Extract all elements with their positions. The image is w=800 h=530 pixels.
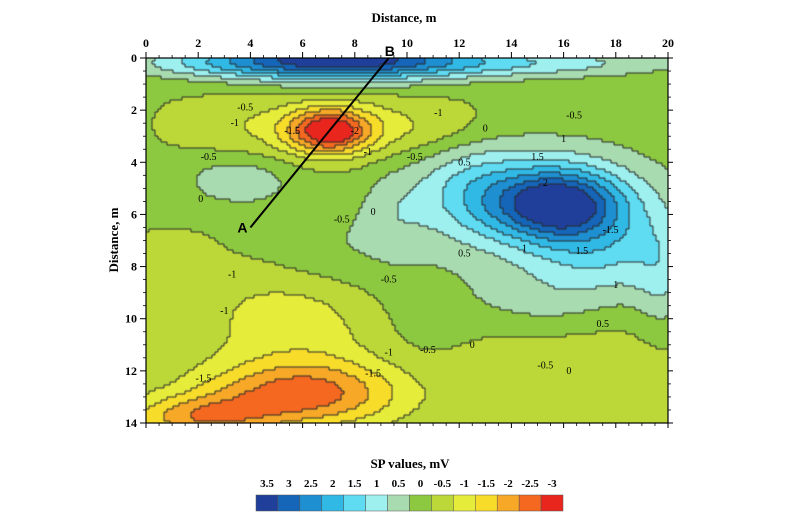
y-tick-label: 0 — [131, 51, 137, 65]
x-tick-label: 0 — [143, 36, 149, 50]
colorbar-swatch — [496, 494, 520, 512]
contour-label: 1.5 — [576, 246, 589, 257]
contour-label: 2 — [543, 178, 548, 189]
contour-label: 0 — [371, 207, 376, 218]
contour-label: 1.5 — [531, 152, 544, 163]
x-tick-label: 8 — [352, 36, 358, 50]
contour-labels: -0.5 -1 -1 -0.5 0 1 1.5 2 -0.5 -0.5 0.5 -1 -1.5 -2 0 -0… — [195, 103, 618, 385]
y-tick-label: 2 — [131, 103, 137, 117]
y-tick-label: 4 — [131, 155, 137, 169]
colorbar-label: -2.5 — [521, 478, 539, 490]
colorbar-label: 0.5 — [392, 478, 406, 490]
contour-label: -1 — [364, 147, 372, 158]
contour-label: -1.5 — [365, 368, 381, 379]
colorbar-swatch — [518, 494, 542, 512]
colorbar-swatch — [475, 494, 498, 512]
contour-label: 0 — [566, 366, 571, 377]
y-tick-label: 6 — [131, 207, 137, 221]
colorbar-label: -3 — [547, 478, 557, 490]
contour-label: -0.5 — [420, 345, 436, 356]
colorbar-swatch — [299, 494, 323, 512]
x-tick-label: 4 — [247, 36, 253, 50]
profile-start-label: A — [237, 219, 247, 235]
contour-label: -1 — [220, 306, 228, 317]
x-tick-label: 2 — [195, 36, 201, 50]
x-axis-title: Distance, m — [372, 10, 437, 25]
colorbar-swatches — [255, 494, 564, 512]
contour-label: -1 — [231, 118, 239, 129]
colorbar-label: -1 — [460, 478, 469, 490]
contour-label: -1 — [434, 108, 442, 119]
colorbar-label: 2 — [330, 478, 336, 490]
contour-label: -0.5 — [237, 103, 253, 114]
colorbar-swatch — [453, 494, 476, 512]
x-tick-label: 20 — [662, 36, 674, 50]
colorbar-label: 0 — [418, 478, 424, 490]
contour-label: -1 — [385, 348, 393, 359]
contour-label: 0.5 — [458, 157, 471, 168]
colorbar-swatch — [321, 494, 344, 512]
contour-label: 0 — [470, 340, 475, 351]
x-tick-label: 12 — [453, 36, 465, 50]
contour-label: 1 — [522, 243, 527, 254]
contour-label: -1.5 — [284, 126, 300, 137]
colorbar-label: 1 — [374, 478, 380, 490]
colorbar-labels: 3.5 3 2.5 2 1.5 1 0.5 0 -0.5 -1 -1.5 -2 -2.5 -3 — [260, 478, 557, 490]
contour-label: 1 — [613, 280, 618, 291]
colorbar-swatch — [540, 494, 564, 512]
contour-label: 0.5 — [458, 249, 471, 260]
colorbar-label: 1.5 — [348, 478, 362, 490]
colorbar-label: 3 — [286, 478, 292, 490]
colorbar-swatch — [277, 494, 301, 512]
colorbar-title: SP values, mV — [370, 456, 450, 471]
colorbar-swatch — [365, 494, 388, 512]
colorbar-label: 3.5 — [260, 478, 274, 490]
contour-label: 0.5 — [597, 319, 610, 330]
contour-label: -0.5 — [201, 152, 217, 163]
contour-label: -0.5 — [407, 152, 423, 163]
y-tick-label: 14 — [125, 416, 137, 430]
sp-value-field — [146, 58, 668, 423]
colorbar-label: 2.5 — [304, 478, 318, 490]
contour-label: -1.5 — [195, 374, 211, 385]
colorbar-label: -0.5 — [434, 478, 452, 490]
x-tick-label: 6 — [300, 36, 306, 50]
contour-label: 0 — [198, 194, 203, 205]
y-axis-title: Distance, m — [106, 207, 121, 272]
contour-label: -1.5 — [603, 225, 619, 236]
colorbar-swatch — [409, 494, 432, 512]
colorbar-label: -1.5 — [478, 478, 496, 490]
x-tick-label: 16 — [558, 36, 570, 50]
colorbar-swatch — [255, 494, 279, 512]
contour-label: -0.5 — [334, 215, 350, 226]
y-tick-label: 12 — [125, 364, 137, 378]
contour-label: -0.5 — [381, 275, 397, 286]
colorbar-label: -2 — [504, 478, 514, 490]
colorbar-swatch — [343, 494, 366, 512]
contour-label: 0 — [483, 123, 488, 134]
y-tick-label: 8 — [131, 260, 137, 274]
colorbar-swatch — [431, 494, 454, 512]
profile-line-ab — [249, 57, 390, 229]
contour-label: 1 — [561, 134, 566, 145]
x-tick-label: 18 — [610, 36, 622, 50]
profile-end-label: B — [385, 43, 395, 59]
contour-label: -0.5 — [566, 110, 582, 121]
x-tick-label: 10 — [401, 36, 413, 50]
contour-label: -0.5 — [537, 361, 553, 372]
y-tick-label: 10 — [125, 312, 137, 326]
plot-area: -0.5 -1 -1 -0.5 0 1 1.5 2 -0.5 -0.5 0.5 -1 -1.5 -2 0 -0… — [145, 43, 669, 424]
x-axis-ticks: 0 2 4 6 8 10 12 14 16 18 20 — [143, 36, 674, 428]
contour-label: -1 — [228, 269, 236, 280]
profile-line-group: AB — [237, 43, 394, 235]
x-tick-label: 14 — [505, 36, 517, 50]
contour-label: -2 — [351, 126, 359, 137]
colorbar-swatch — [387, 494, 410, 512]
